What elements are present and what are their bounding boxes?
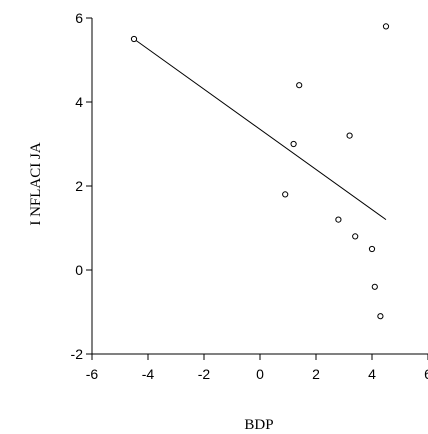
data-point [371, 283, 378, 290]
data-points [130, 23, 390, 320]
data-point [335, 216, 342, 223]
data-point [296, 82, 303, 89]
x-axis-ticks: -6 -4 -2 0 2 4 6 [86, 354, 428, 382]
data-point [352, 233, 359, 240]
y-tick-label: -2 [71, 346, 84, 362]
x-tick-label: 6 [424, 366, 428, 382]
plot-frame [91, 18, 428, 355]
y-axis-title: I NFLACI JA [28, 142, 44, 226]
y-tick-label: 0 [75, 262, 83, 278]
x-tick-label: 4 [368, 366, 376, 382]
data-point [290, 140, 297, 148]
x-tick-label: 2 [312, 366, 320, 382]
x-tick-label: -4 [142, 366, 155, 382]
data-point [368, 245, 376, 253]
fit-line-layer [133, 38, 387, 221]
data-point [382, 23, 390, 30]
x-tick-label: -6 [86, 366, 99, 382]
x-tick-label: 0 [256, 366, 264, 382]
data-point [377, 313, 384, 320]
fit-line [133, 38, 387, 221]
data-point [130, 35, 138, 43]
y-tick-label: 6 [75, 10, 83, 26]
y-tick-label: 2 [75, 178, 83, 194]
x-axis-title: BDP [244, 417, 273, 433]
data-point [346, 132, 353, 139]
y-tick-label: 4 [75, 94, 83, 110]
data-point [282, 191, 289, 198]
x-tick-label: -2 [198, 366, 211, 382]
y-axis-ticks: -2 0 2 4 6 [71, 10, 92, 362]
